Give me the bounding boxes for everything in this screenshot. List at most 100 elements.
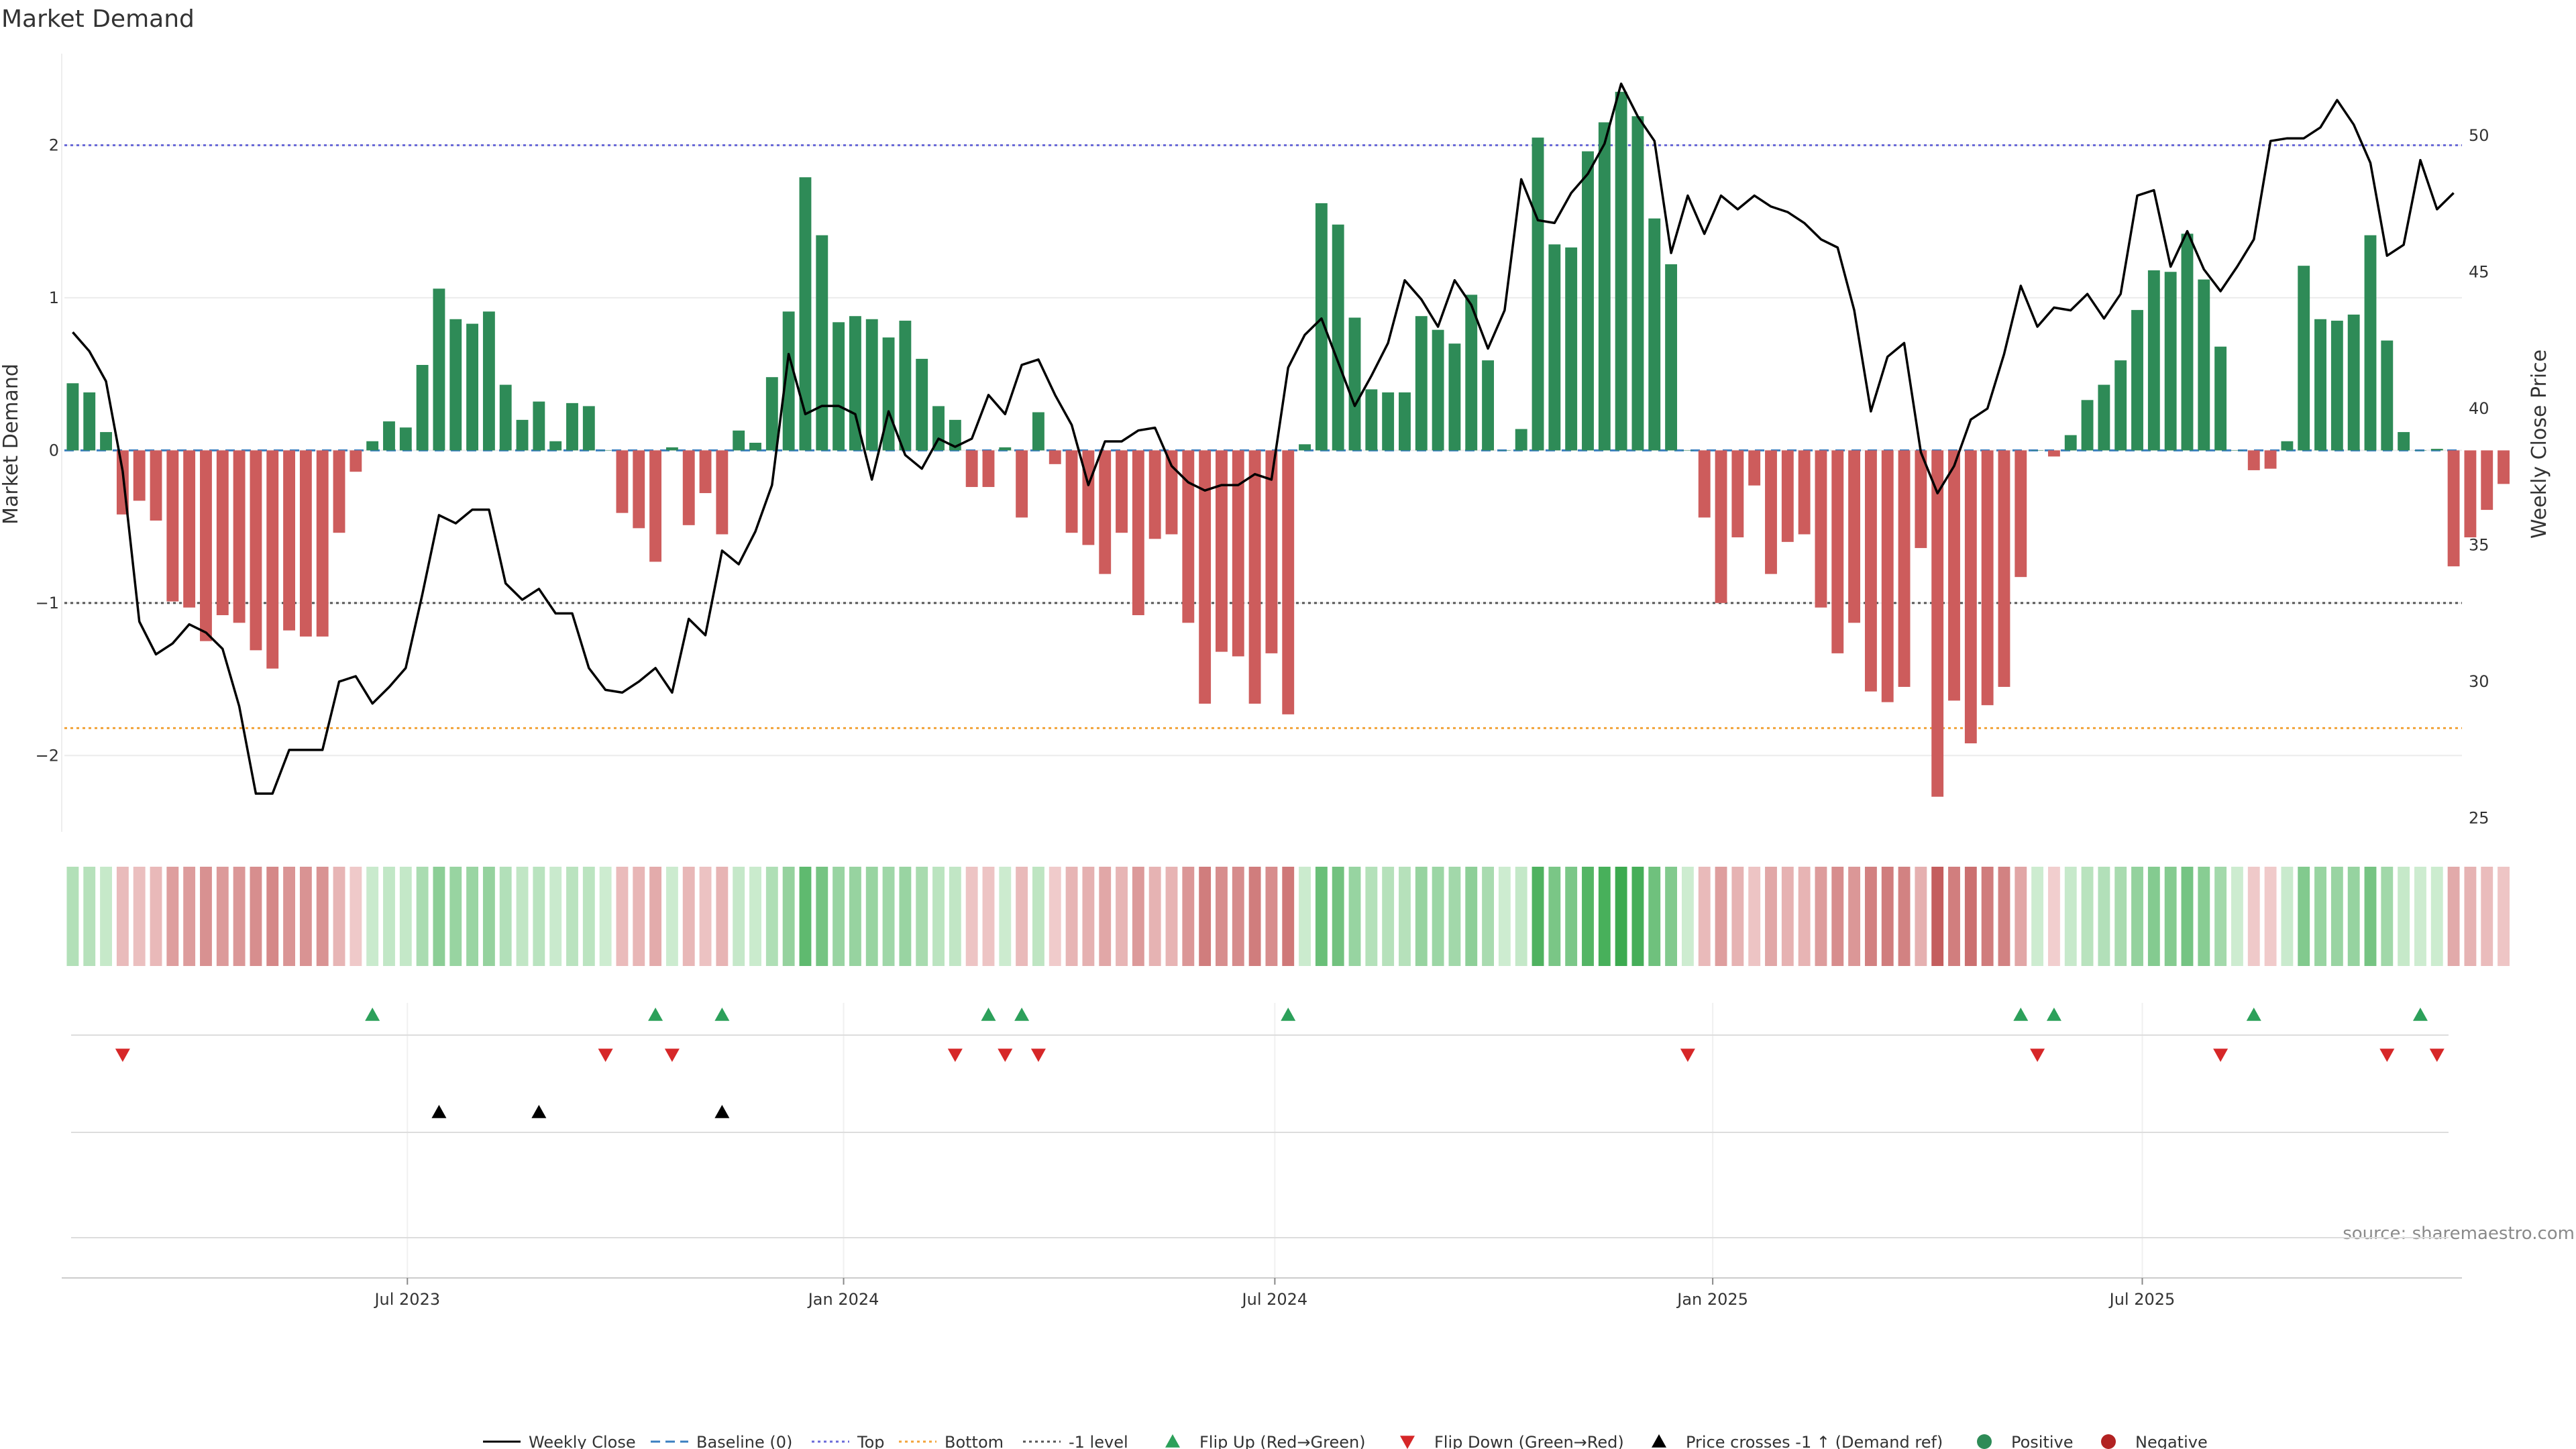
demand-bar-negative xyxy=(1265,450,1278,653)
price-cross-marker xyxy=(431,1105,447,1118)
flip-up-marker xyxy=(365,1008,380,1021)
demand-bar-positive xyxy=(1415,316,1428,451)
y-tick-label: 1 xyxy=(49,288,59,307)
heat-cell xyxy=(849,867,861,966)
heat-cell xyxy=(1448,867,1461,966)
heat-cell xyxy=(882,867,895,966)
heat-cell xyxy=(566,867,578,966)
demand-bar-positive xyxy=(2381,340,2394,451)
demand-bar-positive xyxy=(2098,384,2110,451)
heat-cell xyxy=(250,867,262,966)
price-cross-marker xyxy=(531,1105,547,1118)
demand-bar-negative xyxy=(1998,450,2010,687)
heat-cell xyxy=(283,867,295,966)
flip-up-marker xyxy=(714,1008,730,1021)
heat-cell xyxy=(2264,867,2277,966)
flip-up-marker xyxy=(648,1008,663,1021)
heat-cell xyxy=(1631,867,1644,966)
heat-cell xyxy=(2081,867,2094,966)
heat-cell xyxy=(499,867,512,966)
heat-cell xyxy=(1216,867,1228,966)
flip-down-marker xyxy=(664,1049,680,1062)
demand-bars xyxy=(66,91,2510,797)
heat-cell xyxy=(316,867,329,966)
demand-bar-positive xyxy=(582,406,595,451)
x-tick-label: Jul 2025 xyxy=(2108,1290,2176,1309)
demand-bar-positive xyxy=(2298,266,2310,451)
demand-bar-positive xyxy=(2031,450,2044,451)
demand-bar-negative xyxy=(1232,450,1244,657)
heat-cell xyxy=(782,867,795,966)
demand-bar-positive xyxy=(482,311,495,451)
flip-up-marker xyxy=(2412,1008,2428,1021)
demand-bar-positive xyxy=(566,402,578,451)
demand-bar-negative xyxy=(1915,450,1927,548)
flip-up-marker xyxy=(1281,1008,1296,1021)
heat-cell xyxy=(2131,867,2143,966)
heat-cell xyxy=(932,867,945,966)
heat-cell xyxy=(1548,867,1561,966)
heat-cell xyxy=(2447,867,2460,966)
heat-cell xyxy=(1282,867,1295,966)
heat-cell xyxy=(1898,867,1911,966)
heat-cell xyxy=(899,867,912,966)
heat-cell xyxy=(965,867,978,966)
x-tick-label: Jul 2024 xyxy=(1241,1290,1308,1309)
demand-bar-negative xyxy=(965,450,978,487)
heat-cell xyxy=(1731,867,1744,966)
flip-up-marker xyxy=(2013,1008,2029,1021)
heat-cell xyxy=(2231,867,2243,966)
y2-tick-label: 35 xyxy=(2469,536,2489,555)
heat-cell xyxy=(166,867,179,966)
demand-bar-negative xyxy=(1698,450,1711,518)
demand-bar-positive xyxy=(1548,244,1561,451)
heat-cell xyxy=(2147,867,2160,966)
heat-cell xyxy=(1748,867,1761,966)
flip-down-marker xyxy=(998,1049,1013,1062)
heat-cell xyxy=(916,867,928,966)
demand-bar-negative xyxy=(633,450,645,529)
demand-bar-positive xyxy=(2430,449,2443,451)
flip-down-marker xyxy=(2429,1049,2445,1062)
flip-down-marker xyxy=(2030,1049,2045,1062)
demand-bar-positive xyxy=(865,319,878,451)
y-tick-label: −2 xyxy=(36,746,59,765)
flip-down-marker xyxy=(2379,1049,2395,1062)
heat-cell xyxy=(533,867,545,966)
demand-bar-positive xyxy=(1299,444,1311,451)
y-axis-label: Market Demand xyxy=(0,364,23,525)
demand-bar-positive xyxy=(816,235,828,451)
demand-bar-negative xyxy=(316,450,329,637)
demand-bar-negative xyxy=(1216,450,1228,652)
legend-swatch-triangle xyxy=(1652,1434,1666,1448)
demand-bar-positive xyxy=(1348,317,1361,451)
heat-cell xyxy=(2181,867,2194,966)
heat-cell xyxy=(1881,867,1894,966)
heat-cell xyxy=(2098,867,2110,966)
demand-bar-negative xyxy=(716,450,729,535)
demand-bar-positive xyxy=(1681,450,1694,451)
heat-cell xyxy=(2398,867,2410,966)
legend-swatch-triangle xyxy=(1165,1434,1180,1448)
demand-bar-negative xyxy=(2447,450,2460,567)
y2-tick-label: 50 xyxy=(2469,126,2489,145)
demand-bar-negative xyxy=(1748,450,1761,486)
demand-bar-positive xyxy=(549,441,562,451)
demand-bar-positive xyxy=(916,358,928,451)
demand-bar-negative xyxy=(1848,450,1861,623)
demand-bar-positive xyxy=(100,432,112,451)
grid-layer xyxy=(61,54,2462,1278)
demand-bar-negative xyxy=(283,450,295,631)
demand-bar-positive xyxy=(466,323,479,451)
heat-cell xyxy=(1148,867,1161,966)
heat-cell xyxy=(2364,867,2377,966)
heat-cell xyxy=(999,867,1012,966)
heat-cell xyxy=(549,867,562,966)
heat-cell xyxy=(366,867,379,966)
demand-bar-positive xyxy=(1532,138,1544,451)
x-tick-label: Jan 2024 xyxy=(807,1290,879,1309)
demand-bar-negative xyxy=(682,450,695,525)
demand-bar-positive xyxy=(833,322,845,451)
demand-bar-negative xyxy=(1282,450,1295,714)
